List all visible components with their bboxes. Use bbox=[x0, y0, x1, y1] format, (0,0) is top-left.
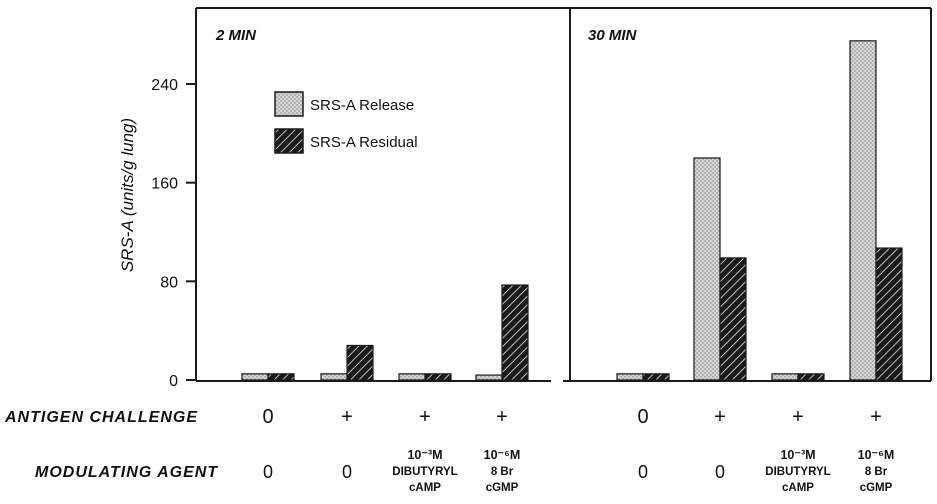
bar-release bbox=[771, 373, 799, 381]
agent-label-line: cAMP bbox=[782, 482, 814, 494]
legend: SRS-A Release SRS-A Residual bbox=[274, 91, 418, 154]
antigen-label: + bbox=[714, 406, 726, 428]
bar-release bbox=[398, 373, 426, 381]
category-labels: 0 0 +0 +10⁻³M DIBUTYRYL cAMP +10⁻⁶M 8 Br cGMP 0 0 +… bbox=[262, 406, 894, 494]
bar-residual bbox=[501, 284, 529, 381]
agent-label-line: 8 Br bbox=[491, 466, 514, 478]
row-label-agent: MODULATING AGENT bbox=[35, 464, 218, 481]
y-tick-label: 160 bbox=[151, 176, 178, 193]
agent-label-line: DIBUTYRYL bbox=[392, 466, 457, 478]
bar-residual bbox=[424, 373, 452, 381]
bar-residual bbox=[875, 247, 903, 381]
agent-label-line: cAMP bbox=[409, 482, 441, 494]
legend-swatch-residual bbox=[274, 128, 304, 154]
y-tick-label: 80 bbox=[160, 274, 178, 291]
agent-label-line: cGMP bbox=[486, 482, 519, 494]
agent-label: 0 bbox=[263, 462, 273, 482]
bar-release bbox=[616, 373, 644, 381]
antigen-label: + bbox=[496, 406, 508, 428]
plot-frame bbox=[195, 7, 932, 382]
panel-title-2min: 2 MIN bbox=[215, 27, 257, 44]
agent-label-line: cGMP bbox=[860, 482, 893, 494]
legend-label-release: SRS-A Release bbox=[310, 97, 414, 114]
antigen-label: 0 bbox=[262, 406, 273, 428]
antigen-label: + bbox=[419, 406, 431, 428]
bar-residual bbox=[642, 373, 670, 381]
agent-label-line: 10⁻³M bbox=[780, 448, 815, 462]
bar-residual bbox=[719, 257, 747, 381]
bar-release bbox=[475, 374, 503, 381]
bars bbox=[241, 40, 903, 381]
y-axis-ticks: 0 80 160 240 bbox=[151, 77, 196, 390]
antigen-label: + bbox=[341, 406, 353, 428]
panel-title-30min: 30 MIN bbox=[588, 27, 638, 44]
y-axis-label: SRS-A (units/g lung) bbox=[118, 118, 137, 272]
y-tick-label: 0 bbox=[169, 373, 178, 390]
antigen-label: + bbox=[870, 406, 882, 428]
row-label-antigen: ANTIGEN CHALLENGE bbox=[4, 409, 198, 426]
bar-release bbox=[320, 373, 348, 381]
bar-residual bbox=[797, 373, 825, 381]
agent-label: 0 bbox=[342, 462, 352, 482]
antigen-label: 0 bbox=[637, 406, 648, 428]
bar-residual bbox=[346, 344, 374, 381]
bar-residual bbox=[267, 373, 295, 381]
bar-release bbox=[849, 40, 877, 381]
agent-label: 0 bbox=[715, 462, 725, 482]
agent-label-line: 8 Br bbox=[865, 466, 888, 478]
agent-label-line: DIBUTYRYL bbox=[765, 466, 830, 478]
agent-label-line: 10⁻⁶M bbox=[484, 448, 521, 462]
legend-swatch-release bbox=[274, 91, 304, 117]
legend-label-residual: SRS-A Residual bbox=[310, 134, 418, 151]
y-tick-label: 240 bbox=[151, 77, 178, 94]
bar-release bbox=[241, 373, 269, 381]
bar-release bbox=[693, 157, 721, 381]
agent-label: 0 bbox=[638, 462, 648, 482]
agent-label-line: 10⁻⁶M bbox=[858, 448, 895, 462]
antigen-label: + bbox=[792, 406, 804, 428]
agent-label-line: 10⁻³M bbox=[407, 448, 442, 462]
